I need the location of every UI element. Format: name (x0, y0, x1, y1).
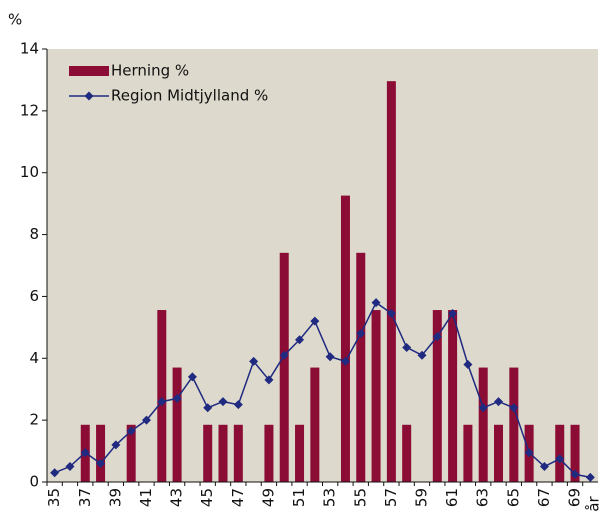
marker (494, 397, 504, 407)
bar (233, 424, 243, 482)
bar (279, 252, 289, 482)
marker (141, 415, 151, 425)
marker (279, 350, 289, 360)
x-tick-label: 51 (290, 488, 308, 507)
bar (509, 367, 519, 482)
marker (402, 342, 412, 352)
bar (448, 310, 458, 482)
bar (371, 310, 381, 482)
bar (218, 424, 228, 482)
x-tick-label: 35 (45, 488, 63, 507)
y-tick-label: 8 (29, 225, 39, 243)
plot-area (47, 49, 598, 482)
bar (463, 424, 473, 482)
x-tick-label: 39 (106, 488, 124, 507)
legend-marker (84, 91, 94, 101)
bar (203, 424, 213, 482)
bar (264, 424, 274, 482)
x-tick-label: 43 (168, 488, 186, 507)
bar (494, 424, 504, 482)
marker (233, 400, 243, 410)
x-tick-label: 45 (198, 488, 216, 507)
x-tick-label: 59 (412, 488, 430, 507)
bar (356, 252, 366, 482)
marker (570, 469, 580, 479)
bar (157, 310, 167, 482)
y-tick-label: 6 (29, 287, 39, 305)
bar (402, 424, 412, 482)
marker (96, 458, 106, 468)
marker (203, 403, 213, 413)
marker (371, 298, 381, 308)
marker (65, 462, 75, 472)
bar (96, 424, 106, 482)
x-tick-label: 47 (229, 488, 247, 507)
x-tick-label: 61 (443, 488, 461, 507)
x-tick-label: 53 (321, 488, 339, 507)
marker (264, 375, 274, 385)
marker (80, 448, 90, 458)
bar (555, 424, 565, 482)
marker (448, 308, 458, 318)
marker (310, 316, 320, 326)
x-tick-label: 49 (259, 488, 277, 507)
marker (218, 397, 228, 407)
marker (524, 448, 534, 458)
bar (295, 424, 305, 482)
x-axis-label: år (585, 495, 603, 511)
marker (111, 440, 121, 450)
bar (570, 424, 580, 482)
legend-label: Herning % (111, 62, 189, 80)
marker (555, 454, 565, 464)
marker (356, 329, 366, 339)
bar (340, 195, 350, 482)
x-tick-label: 41 (137, 488, 155, 507)
x-tick-label: 37 (76, 488, 94, 507)
marker (509, 403, 519, 413)
y-tick-label: 14 (20, 40, 39, 58)
marker (249, 356, 259, 366)
x-tick-label: 55 (351, 488, 369, 507)
marker (478, 403, 488, 413)
marker (187, 372, 197, 382)
marker (539, 462, 549, 472)
bar (386, 81, 396, 482)
bar (172, 367, 182, 482)
x-tick-label: 67 (535, 488, 553, 507)
marker (325, 352, 335, 362)
x-tick-label: 63 (474, 488, 492, 507)
marker (432, 332, 442, 342)
bar (432, 310, 442, 482)
x-tick-label: 65 (504, 488, 522, 507)
marker (157, 397, 167, 407)
marker (340, 356, 350, 366)
marker (417, 350, 427, 360)
marker (172, 393, 182, 403)
y-tick-label: 12 (20, 101, 39, 119)
x-tick-label: 57 (382, 488, 400, 507)
y-tick-label: 2 (29, 411, 39, 429)
y-axis-label: % (8, 11, 22, 29)
legend-swatch (69, 66, 109, 76)
bar (126, 424, 136, 482)
bar (478, 367, 488, 482)
marker (463, 359, 473, 369)
y-tick-label: 0 (29, 473, 39, 491)
bar (310, 367, 320, 482)
marker (295, 335, 305, 345)
marker (585, 472, 595, 482)
y-tick-label: 10 (20, 163, 39, 181)
y-tick-label: 4 (29, 349, 39, 367)
legend-label: Region Midtjylland % (111, 87, 268, 105)
marker (126, 426, 136, 436)
marker (386, 308, 396, 318)
marker (50, 468, 60, 478)
x-tick-label: 69 (566, 488, 584, 507)
